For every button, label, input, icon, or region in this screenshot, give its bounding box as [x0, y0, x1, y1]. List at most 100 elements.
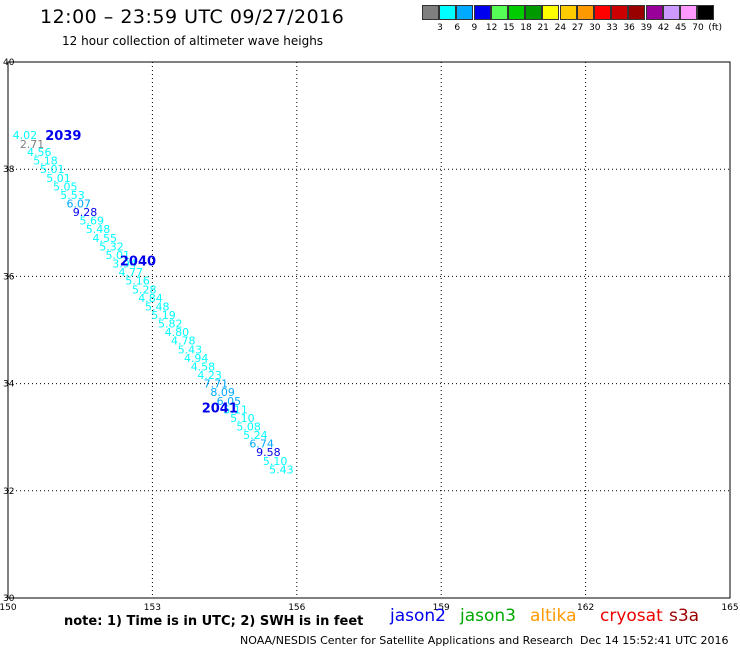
legend-swatch [628, 5, 646, 20]
satellite-altika: altika [530, 606, 577, 626]
legend-label: 36 [623, 23, 635, 33]
legend-label: 12 [485, 23, 498, 33]
swh-value-label: 5.01 [46, 172, 71, 185]
x-tick-label: 162 [577, 603, 594, 613]
time-label: 2040 [120, 254, 156, 269]
swh-value-label: 5.43 [178, 343, 203, 356]
legend-swatch [576, 5, 594, 20]
footer-note: note: 1) Time is in UTC; 2) SWH is in fe… [64, 614, 364, 629]
legend-label: (ft) [708, 23, 722, 33]
x-tick-label: 156 [288, 603, 305, 613]
credit-text: NOAA/NESDIS Center for Satellite Applica… [240, 634, 574, 647]
swh-value-label: 5.01 [105, 249, 130, 262]
swh-value-label: 4.56 [27, 146, 52, 159]
swh-value-label: 5.43 [269, 463, 294, 476]
swh-value-label: 4.02 [13, 129, 38, 142]
legend-swatch [525, 5, 543, 20]
legend-label: 33 [606, 23, 618, 33]
legend-swatch [439, 5, 457, 20]
swh-value-label: 4.94 [184, 352, 209, 365]
time-label: 2039 [45, 129, 81, 144]
legend-label: 6 [454, 23, 461, 33]
swh-value-label: 5.05 [53, 180, 78, 193]
legend-swatch [611, 5, 629, 20]
swh-value-label: 5.01 [40, 163, 65, 176]
swh-value-label: 5.53 [60, 189, 85, 202]
x-tick-label: 153 [144, 603, 161, 613]
swh-value-label: 4.77 [118, 266, 143, 279]
swh-value-label: 9.28 [73, 206, 98, 219]
swh-value-label: 4.78 [171, 335, 196, 348]
y-tick-label: 38 [3, 165, 15, 175]
legend-swatch [697, 5, 715, 20]
swh-value-label: 4.58 [191, 360, 216, 373]
legend-label: 39 [640, 23, 653, 33]
legend-label: 24 [554, 23, 567, 33]
swh-value-label: 6.07 [67, 198, 92, 211]
swh-value-label: 5.48 [145, 300, 170, 313]
generated-timestamp: Dec 14 15:52:41 UTC 2016 [580, 634, 729, 647]
y-tick-label: 36 [3, 272, 15, 282]
legend-swatch [456, 5, 474, 20]
legend-label: 27 [571, 23, 584, 33]
swh-value-label: 3.94 [112, 258, 137, 271]
legend-swatch [559, 5, 577, 20]
y-tick-label: 30 [3, 594, 15, 604]
swh-value-label: 5.19 [151, 309, 176, 322]
legend-swatch [645, 5, 663, 20]
x-tick-label: 159 [433, 603, 450, 613]
swh-value-label: 4.23 [197, 369, 222, 382]
legend-swatch [422, 5, 439, 20]
legend-swatch [542, 5, 560, 20]
legend-swatch [508, 5, 525, 20]
legend-swatch [594, 5, 611, 20]
legend-label: 18 [520, 23, 532, 33]
y-tick-label: 34 [3, 380, 15, 390]
satellite-cryosat: cryosat [600, 606, 663, 626]
swh-value-label: 7.71 [204, 378, 229, 391]
swh-value-label: 5.18 [33, 155, 58, 168]
swh-value-label: 5.16 [125, 275, 150, 288]
swh-value-label: 5.48 [86, 223, 111, 236]
y-tick-label: 40 [3, 58, 15, 68]
swh-value-label: 5.10 [263, 455, 288, 468]
satellite-jason3: jason3 [460, 606, 516, 626]
legend-label: 9 [471, 23, 478, 33]
x-tick-label: 150 [0, 603, 17, 613]
satellite-s3a: s3a [669, 606, 700, 626]
swh-value-label: 5.32 [99, 240, 124, 253]
swh-value-label: 8.09 [210, 386, 235, 399]
chart-subtitle: 12 hour collection of altimeter wave hei… [62, 34, 324, 48]
legend-label: 21 [537, 23, 549, 33]
swh-value-label: 4.84 [138, 292, 163, 305]
swh-value-label: 5.11 [223, 403, 248, 416]
y-tick-label: 32 [3, 487, 14, 497]
legend-label: 70 [692, 23, 704, 33]
swh-value-label: 5.82 [158, 318, 183, 331]
legend-label: 42 [657, 23, 670, 33]
legend-label: 3 [437, 23, 443, 33]
x-tick-label: 165 [721, 603, 738, 613]
swh-value-label: 2.71 [20, 138, 45, 151]
swh-value-label: 5.24 [243, 429, 268, 442]
legend-swatch [662, 5, 680, 20]
swh-value-label: 4.80 [165, 326, 190, 339]
legend-label: 30 [589, 23, 601, 33]
swh-value-label: 5.10 [230, 412, 255, 425]
satellite-jason2: jason2 [390, 606, 446, 626]
swh-value-label: 5.69 [80, 215, 105, 228]
legend-swatch [680, 5, 697, 20]
swh-value-label: 5.08 [236, 420, 261, 433]
chart-title: 12:00 – 23:59 UTC 09/27/2016 [40, 6, 345, 28]
swh-value-label: 6.74 [249, 438, 274, 451]
time-label: 2041 [202, 402, 238, 417]
swh-value-label: 5.28 [132, 283, 157, 296]
swh-value-label: 4.55 [92, 232, 117, 245]
swh-value-label: 6.05 [217, 395, 242, 408]
legend-swatch [490, 5, 508, 20]
plot-frame [7, 61, 731, 599]
legend-label: 45 [675, 23, 687, 33]
legend-label: 15 [503, 23, 515, 33]
legend-swatch [473, 5, 491, 20]
